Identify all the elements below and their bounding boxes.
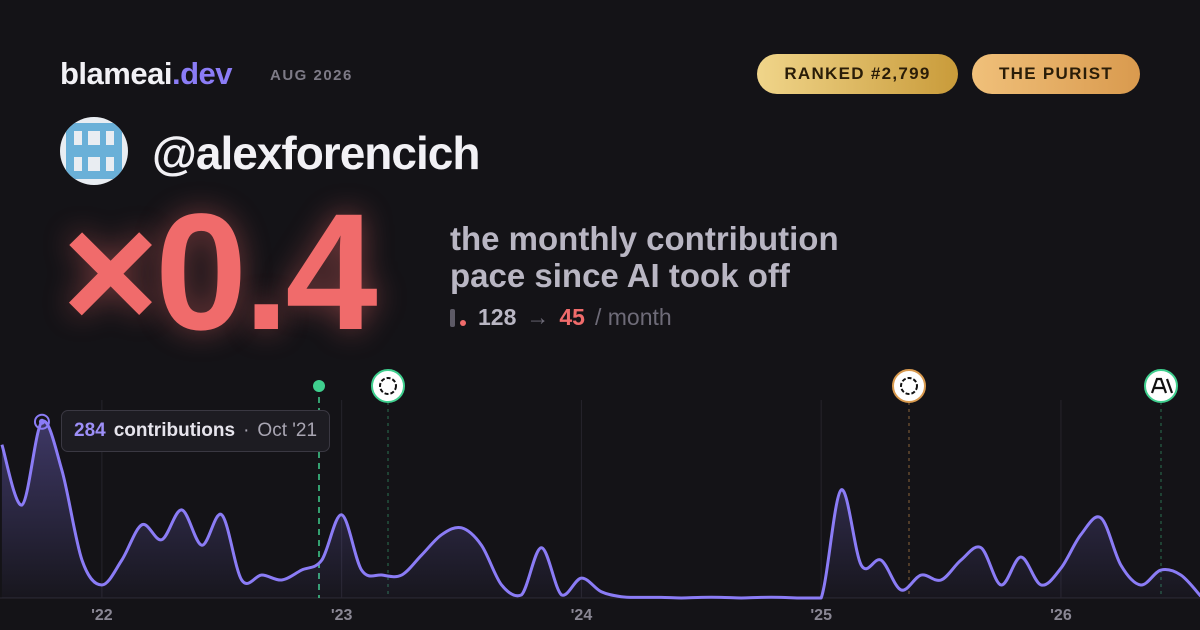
pace-unit: / month (594, 304, 672, 330)
event-icon-glyph (379, 377, 397, 395)
x-tick-label: '23 (331, 607, 353, 624)
event-icon (892, 369, 926, 403)
pace-icon (450, 308, 468, 327)
highlight-point-core (38, 418, 45, 425)
tooltip-separator: · (243, 420, 250, 441)
tooltip: 284 contributions · Oct '21 (61, 410, 331, 452)
multiplier: ×0.4 (62, 180, 378, 365)
tooltip-label: contributions (113, 420, 236, 441)
headline-line: pace since AI took off (450, 257, 790, 294)
x-tick-label: '24 (571, 607, 593, 624)
avatar (60, 117, 128, 185)
highlight-point (33, 413, 50, 430)
pace-before: 128 (478, 304, 517, 330)
x-tick-label: '26 (1050, 607, 1072, 624)
line (0, 419, 1200, 600)
x-tick-label: '25 (810, 607, 832, 624)
pace-after: 45 (559, 304, 585, 330)
user-handle: @alexforencich (152, 127, 480, 179)
tooltip-date: Oct '21 (257, 420, 318, 441)
line-area (1, 421, 1200, 598)
x-tick-label: '22 (91, 607, 113, 624)
date: AUG 2026 (270, 67, 353, 84)
pace-arrow: → (526, 304, 550, 330)
avatar-image (66, 123, 122, 179)
event-icon (371, 369, 405, 403)
headline-line: the monthly contribution (450, 220, 839, 257)
tooltip-value: 284 (74, 420, 106, 441)
event-dot (313, 380, 325, 392)
event-icon-glyph (900, 377, 918, 395)
title-badge: THE PURIST (972, 54, 1140, 94)
pace-stats: 128 → 45 / month (450, 304, 672, 331)
event-icon (1144, 369, 1178, 403)
brand-tld: .dev (171, 56, 233, 91)
brand: blameai.dev (60, 56, 232, 92)
brand-name: blameai (60, 56, 172, 91)
rank-badge: RANKED #2,799 (757, 54, 958, 94)
event-icon-glyph (1150, 377, 1174, 394)
